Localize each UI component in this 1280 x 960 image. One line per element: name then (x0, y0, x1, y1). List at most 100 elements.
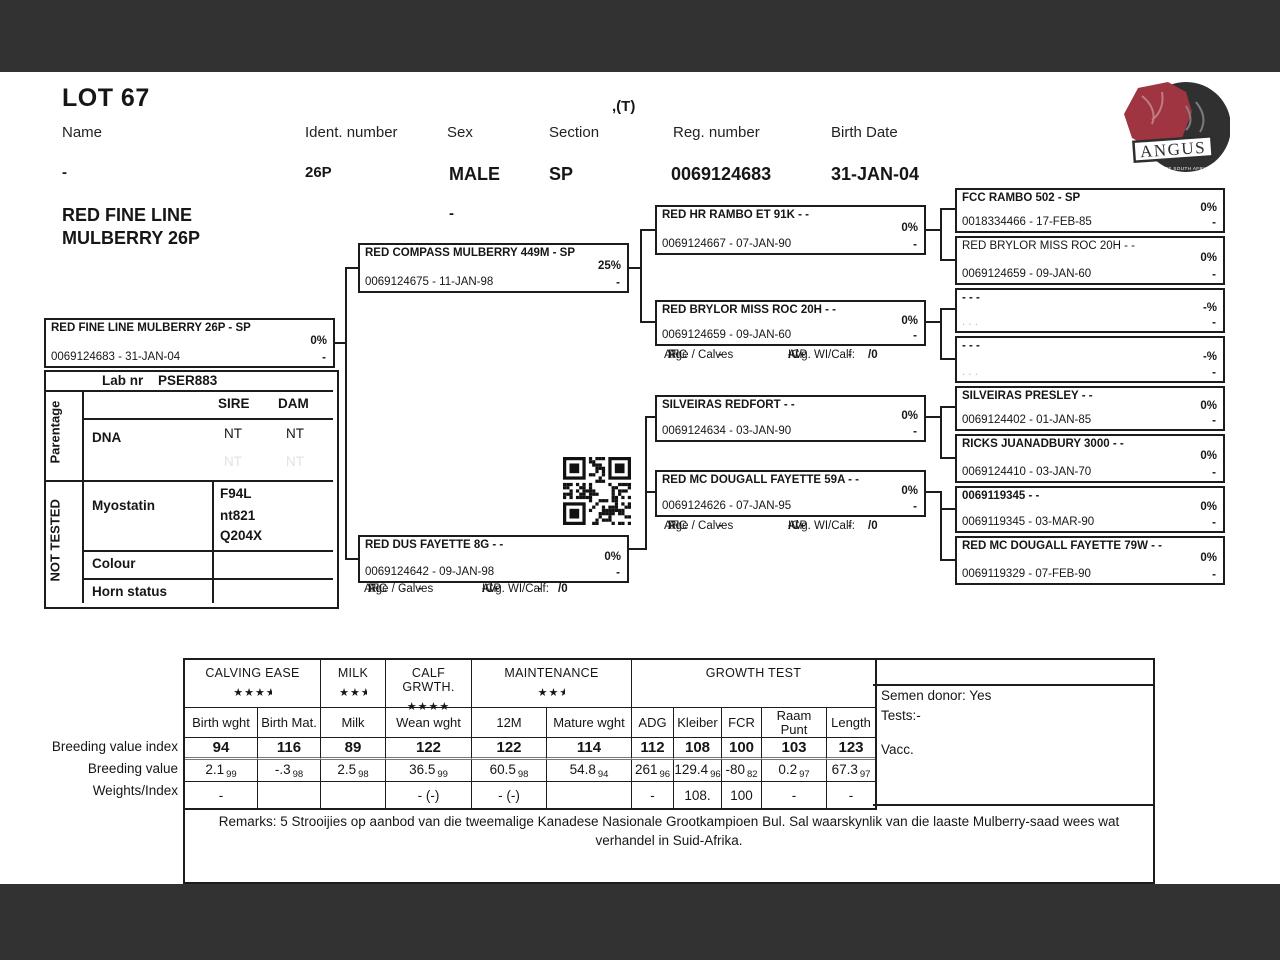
myostatin-value-2: nt821 (220, 508, 256, 523)
pedigree-line (940, 308, 955, 310)
ebv-breeding-value: 0.2 97 (762, 760, 827, 782)
ebv-index-value: 122 (472, 738, 547, 760)
ebv-group-header: GROWTH TEST (632, 660, 875, 708)
field-value-sex: MALE (449, 164, 500, 184)
ebv-group-label: GROWTH TEST (705, 666, 802, 680)
horn-status-label: Horn status (92, 584, 168, 599)
pedigree-line (940, 208, 955, 210)
animal-title: RED COMPASS MULBERRY 449M - SP (365, 247, 576, 259)
ebv-breeding-value: 129.4 96 (674, 760, 722, 782)
animal-name-line1: RED FINE LINE (62, 205, 193, 225)
ebv-breeding-value: 36.5 99 (386, 760, 472, 782)
pedigree-box-dams-dam: RED MC DOUGALL FAYETTE 59A - - 0% 006912… (655, 470, 926, 517)
stats-block-sires-dam: AFC - ICP - RI - Avg. WI/Calf: /0 Age / … (664, 349, 878, 361)
ebv-index-value: 123 (827, 738, 875, 760)
ebv-group-header: MAINTENANCE ★★★ (472, 660, 632, 708)
pedigree-box-great-3: - - - -% . . . - (955, 288, 1225, 333)
star-rating: ★★★★ (233, 686, 272, 699)
pedigree-box-great-6: RICKS JUANADBURY 3000 - - 0% 0069124410 … (955, 434, 1225, 483)
animal-name: RED FINE LINE MULBERRY 26P (62, 204, 200, 250)
tests-text: Tests:- (881, 708, 921, 723)
ebv-breeding-value: -80 82 (722, 760, 762, 782)
ebv-breeding-value: -.3 98 (258, 760, 321, 782)
pedigree-box-dams-sire: SILVEIRAS REDFORT - - 0% 0069124634 - 03… (655, 395, 926, 442)
ebv-weight-value: - (762, 782, 827, 808)
vacc-text: Vacc. (881, 742, 914, 757)
dna-label: DNA (92, 430, 122, 445)
dna-dam-ghost: NT (286, 454, 304, 469)
remarks-text: Remarks: 5 Strooijies op aanbod van die … (218, 814, 1120, 848)
ebv-group-header: CALF GRWTH. ★★★★ (386, 660, 472, 713)
pedigree-line (345, 267, 347, 560)
ebv-breeding-value: 2.1 99 (185, 760, 258, 782)
ebv-weight-value: - (-) (472, 782, 547, 808)
ebv-index-value: 114 (547, 738, 632, 760)
ebv-weight-value: 108. (674, 782, 722, 808)
lab-nr-label: Lab nr (102, 373, 144, 388)
ebv-column-header: Length (827, 708, 875, 738)
dam-column-header: DAM (278, 396, 309, 411)
pedigree-line (925, 229, 941, 231)
ebv-index-value: 89 (321, 738, 386, 760)
pedigree-box-subject: RED FINE LINE MULBERRY 26P - SP 0% 00691… (44, 318, 335, 368)
pedigree-box-great-7: 0069119345 - - 0% 0069119345 - 03-MAR-90… (955, 486, 1225, 533)
logo-red-cowhead (1124, 82, 1192, 152)
ebv-index-value: 108 (674, 738, 722, 760)
pedigree-line (940, 406, 942, 459)
pedigree-box-great-5: SILVEIRAS PRESLEY - - 0% 0069124402 - 01… (955, 386, 1225, 431)
pedigree-box-sires-sire: RED HR RAMBO ET 91K - - 0% 0069124667 - … (655, 205, 926, 255)
semen-donor-panel: Semen donor: Yes Tests:- Vacc. (873, 658, 1155, 806)
pedigree-box-great-1: FCC RAMBO 502 - SP 0% 0018334466 - 17-FE… (955, 188, 1225, 233)
pedigree-box-great-2: RED BRYLOR MISS ROC 20H - - 0% 006912465… (955, 236, 1225, 285)
pedigree-box-sire: RED COMPASS MULBERRY 449M - SP 25% 00691… (358, 243, 629, 293)
field-label-name: Name (62, 124, 103, 141)
dna-sire-value: NT (224, 426, 242, 441)
ebv-column-header: 12M (472, 708, 547, 738)
parentage-section-label: Parentage (47, 400, 63, 464)
star-rating: ★★★ (537, 686, 566, 699)
pedigree-line (940, 406, 955, 408)
pedigree-line (345, 558, 358, 560)
ebv-index-value: 100 (722, 738, 762, 760)
pedigree-line (925, 416, 941, 418)
ebv-index-value: 94 (185, 738, 258, 760)
star-rating: ★★★★ (406, 700, 451, 713)
ebv-index-value: 122 (386, 738, 472, 760)
field-label-birth-date: Birth Date (831, 124, 898, 141)
pedigree-line (640, 229, 642, 323)
pedigree-box-great-8: RED MC DOUGALL FAYETTE 79W - - 0% 006911… (955, 536, 1225, 585)
pedigree-line (940, 491, 942, 561)
ebv-weight-value: 100 (722, 782, 762, 808)
ebv-weight-value: - (-) (386, 782, 472, 808)
ebv-column-header: Birth Mat. (258, 708, 321, 738)
type-tag: ,(T) (612, 98, 636, 115)
ebv-breeding-value: 261 96 (632, 760, 674, 782)
stats-block-dam: AFC - ICP - RI - Avg. WI/Calf: /0 Age / … (364, 583, 568, 595)
lab-nr-value: PSER883 (158, 373, 218, 388)
dna-sire-ghost: NT (224, 454, 242, 469)
logo-banner (1132, 134, 1214, 164)
pedigree-line (940, 457, 955, 459)
field-value-ident: 26P (305, 164, 332, 181)
ebv-group-header: CALVING EASE ★★★★ (185, 660, 321, 708)
ebv-breeding-value: 67.3 97 (827, 760, 875, 782)
pedigree-line (334, 342, 346, 344)
ebv-column-header: Wean wght (386, 708, 472, 738)
pedigree-box-dam: RED DUS FAYETTE 8G - - 0% 0069124642 - 0… (358, 535, 629, 583)
myostatin-value-3: Q204X (220, 528, 263, 543)
pedigree-line (940, 559, 955, 561)
field-value-name: - (62, 164, 67, 181)
bottom-dark-bar (0, 884, 1280, 960)
field-value-section: SP (549, 164, 574, 184)
colour-label: Colour (92, 556, 136, 571)
animal-title: RED FINE LINE MULBERRY 26P - SP (51, 322, 251, 334)
qr-code (563, 457, 631, 525)
field-label-section: Section (549, 124, 600, 141)
field-label-sex: Sex (447, 124, 473, 141)
top-dark-bar (0, 0, 1280, 72)
ebv-breeding-value: 60.5 98 (472, 760, 547, 782)
ebv-weight-value (258, 782, 321, 808)
ebv-weight-value (547, 782, 632, 808)
ebv-column-header: Mature wght (547, 708, 632, 738)
ebv-weight-value (321, 782, 386, 808)
